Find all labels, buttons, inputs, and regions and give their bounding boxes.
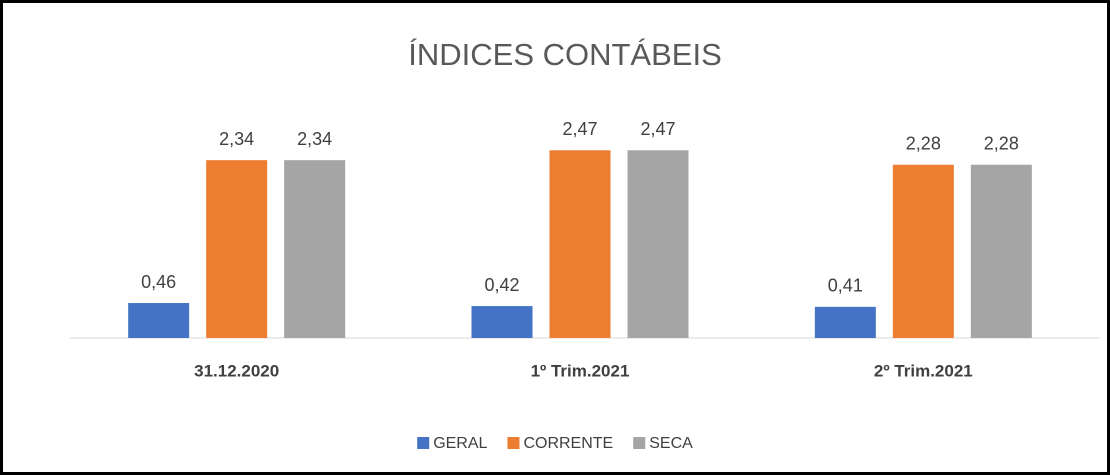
data-label: 2,47 [640,119,675,139]
data-label: 2,28 [984,133,1019,153]
legend-swatch [417,437,430,449]
x-tick-label: 31.12.2020 [194,361,279,380]
bar [627,150,689,338]
data-label: 2,28 [906,133,941,153]
x-tick-label: 2º Trim.2021 [874,361,973,380]
legend-label: CORRENTE [523,435,613,452]
data-label: 2,34 [297,129,332,149]
bar [814,306,876,338]
legend-swatch [633,437,646,449]
chart-title: ÍNDICES CONTÁBEIS [408,37,722,72]
bar [892,164,954,338]
bar [284,160,346,338]
data-label: 2,34 [219,129,254,149]
x-tick-label: 1º Trim.2021 [531,361,630,380]
bar [970,164,1032,338]
data-label: 2,47 [562,119,597,139]
bar [471,306,533,338]
legend-swatch [507,437,520,449]
data-label: 0,42 [484,275,519,295]
data-label: 0,41 [828,276,863,296]
bar [128,303,190,338]
data-label: 0,46 [141,272,176,292]
bar [549,150,611,338]
legend-label: SECA [649,435,693,452]
legend-label: GERAL [433,435,487,452]
bar [206,160,268,338]
